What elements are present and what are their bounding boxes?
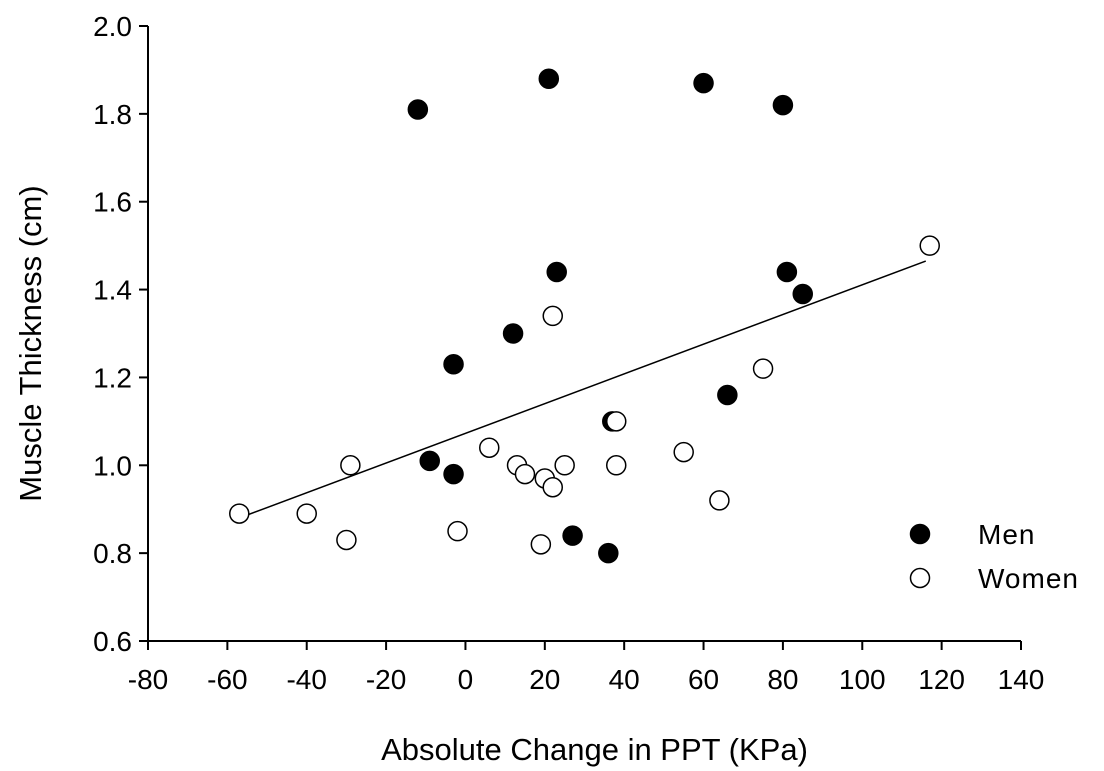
x-tick-label: -80	[128, 664, 168, 695]
x-tick-label: 0	[458, 664, 474, 695]
y-tick-label: 0.8	[93, 538, 132, 569]
men-data-point	[546, 261, 567, 283]
y-axis-ticks: 0.6 0.8 1.0 1.2 1.4 1.6 1.8 2.0	[93, 11, 148, 657]
men-data-point	[598, 542, 619, 564]
data-points	[229, 68, 940, 564]
y-axis-title: Muscle Thickness (cm)	[13, 185, 48, 501]
x-tick-label: 120	[918, 664, 965, 695]
y-tick-label: 2.0	[93, 11, 132, 42]
y-tick-label: 1.4	[93, 275, 132, 306]
men-data-point	[407, 99, 429, 120]
x-axis-ticks: -80 -60 -40 -20 0 20 40 60 80 100 120 140	[128, 641, 1045, 695]
x-tick-label: -20	[366, 664, 406, 695]
x-tick-label: 60	[688, 664, 719, 695]
men-data-point	[502, 323, 524, 344]
men-data-point	[419, 450, 440, 472]
trend-line	[239, 260, 927, 519]
x-tick-label: -40	[286, 664, 326, 695]
x-axis-title: Absolute Change in PPT (KPa)	[381, 732, 808, 767]
men-data-point	[693, 72, 714, 94]
legend-women-label: Women	[978, 563, 1079, 594]
legend-men-marker	[909, 523, 931, 545]
y-tick-label: 1.2	[93, 362, 132, 393]
women-data-point	[554, 455, 575, 476]
men-data-point	[562, 525, 583, 546]
legend: Men Women	[909, 519, 1079, 594]
women-data-point	[447, 520, 468, 542]
x-tick-label: 100	[839, 664, 886, 695]
men-data-point	[538, 68, 560, 89]
men-data-point	[443, 463, 464, 485]
x-tick-label: 140	[998, 664, 1045, 695]
women-data-point	[530, 534, 552, 555]
women-data-point	[514, 463, 536, 485]
women-data-point	[479, 437, 500, 458]
women-data-point	[336, 529, 357, 551]
men-data-point	[792, 283, 813, 305]
x-tick-label: 20	[529, 664, 560, 695]
women-data-point	[296, 503, 317, 524]
men-data-point	[443, 354, 464, 375]
women-data-point	[673, 441, 694, 463]
legend-women-marker	[909, 567, 931, 589]
women-data-point	[542, 477, 564, 498]
women-data-point	[752, 358, 774, 379]
women-data-point	[709, 490, 730, 511]
women-data-point	[605, 455, 627, 476]
y-tick-label: 1.0	[93, 450, 132, 481]
y-tick-label: 1.8	[93, 99, 132, 130]
x-tick-label: 40	[609, 664, 640, 695]
men-data-point	[772, 94, 794, 116]
women-data-point	[229, 503, 250, 524]
y-tick-label: 0.6	[93, 626, 132, 657]
y-tick-label: 1.6	[93, 187, 132, 218]
men-data-point	[717, 384, 738, 406]
x-tick-label: -60	[207, 664, 247, 695]
women-data-point	[919, 235, 940, 256]
women-data-point	[340, 455, 361, 476]
men-data-point	[776, 261, 798, 283]
legend-men-label: Men	[978, 519, 1035, 550]
axes	[147, 26, 1021, 642]
women-data-point	[542, 305, 564, 327]
women-data-point	[605, 411, 627, 432]
x-tick-label: 80	[767, 664, 798, 695]
